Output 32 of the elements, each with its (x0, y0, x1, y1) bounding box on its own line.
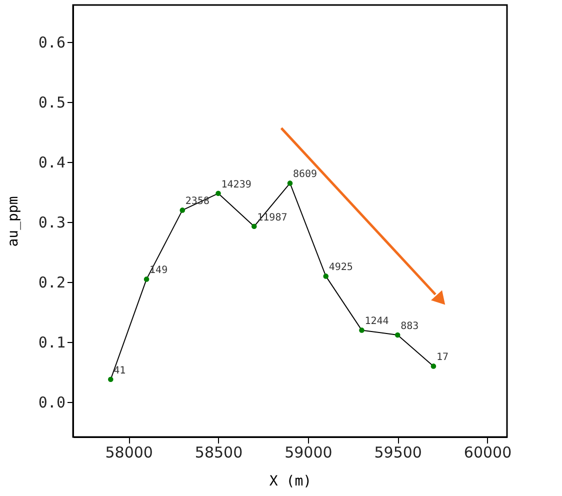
x-tick-label: 58500 (194, 444, 243, 462)
point (216, 190, 221, 196)
annotation: 149 (150, 265, 168, 276)
y-tick-label: 0.1 (38, 334, 66, 352)
point (287, 180, 293, 186)
x-axis-title: X (m) (269, 474, 312, 490)
annotation: 41 (114, 365, 126, 376)
annotation: 1244 (364, 316, 389, 328)
x-tick-label: 59000 (284, 444, 332, 462)
y-tick-label: 0.0 (38, 394, 66, 412)
point (323, 274, 329, 279)
point (108, 376, 114, 382)
point (251, 224, 257, 230)
annotation: 17 (436, 352, 449, 364)
x-tick-label: 60000 (464, 444, 512, 462)
y-tick-label: 0.6 (38, 34, 66, 52)
y-tick-label: 0.5 (38, 94, 66, 112)
point (430, 364, 436, 369)
point (394, 332, 400, 338)
annotation: 8609 (293, 169, 318, 180)
annotation: 14239 (221, 179, 252, 190)
x-tick-label: 58000 (105, 444, 153, 462)
point (144, 276, 150, 282)
point (359, 328, 364, 333)
y-tick-label: 0.3 (38, 214, 66, 232)
annotation: 4925 (328, 262, 353, 274)
y-tick-label: 0.2 (38, 274, 66, 292)
x-tick-label: 59500 (374, 444, 422, 462)
point (180, 208, 186, 213)
annotation: 883 (400, 321, 419, 332)
y-axis-title: au_ppm (5, 196, 22, 247)
y-tick-label: 0.4 (38, 154, 66, 172)
